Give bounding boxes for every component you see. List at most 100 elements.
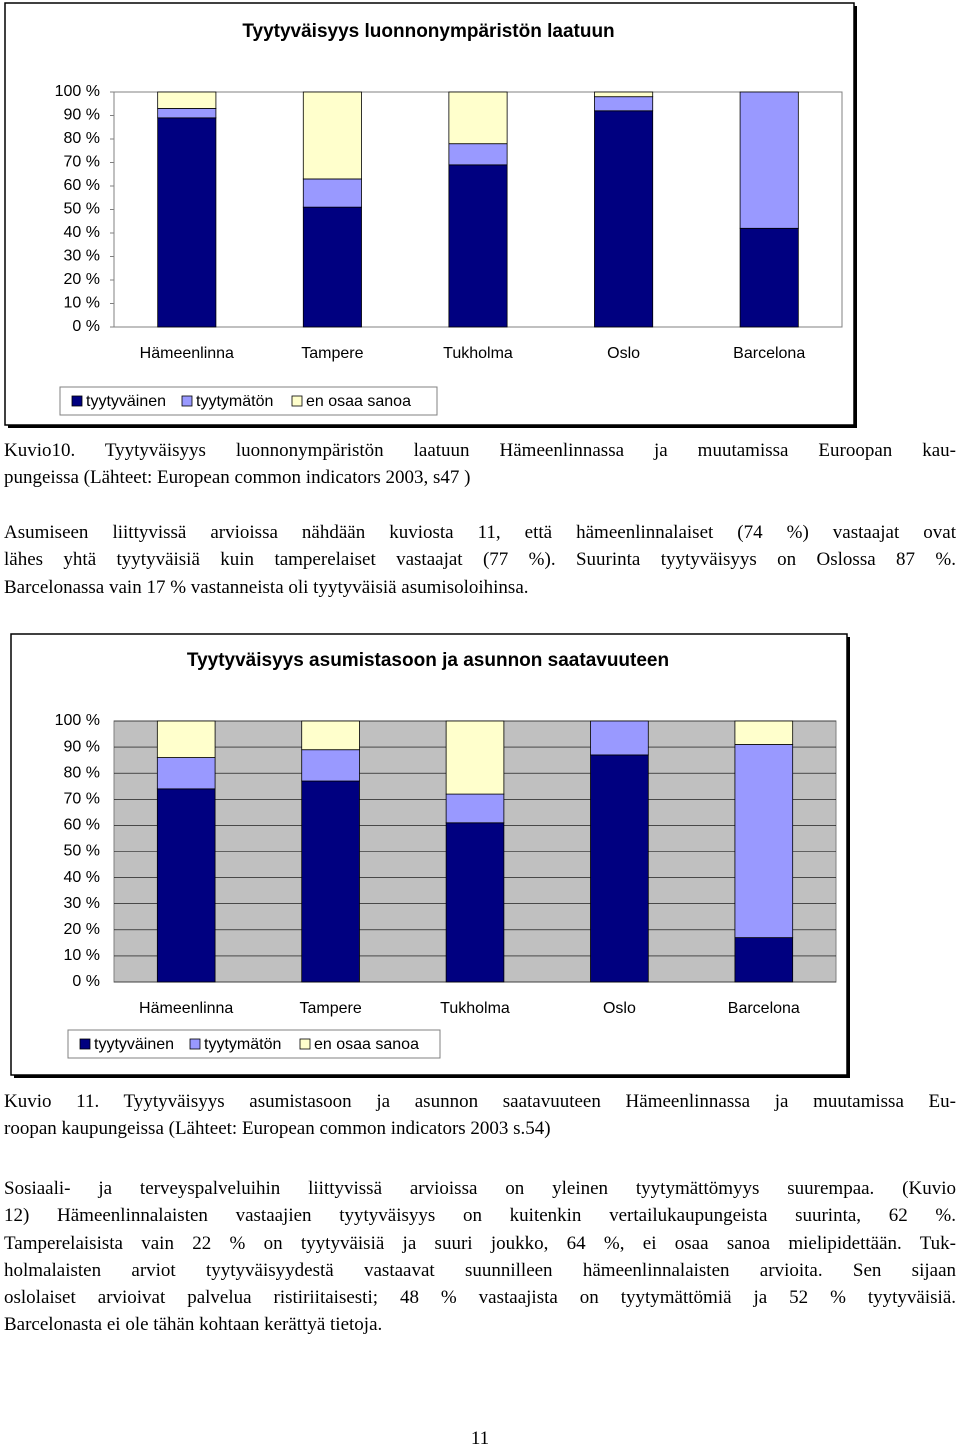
bar-segment	[734, 720, 794, 745]
bar-segment	[734, 744, 794, 939]
chart: Tyytyväisyys asumistasoon ja asunnon saa…	[10, 633, 850, 1078]
legend-label: en osaa sanoa	[314, 1036, 419, 1053]
y-tick-label: 70 %	[64, 154, 100, 171]
chart-shadow-r	[854, 6, 857, 428]
bar-segment	[448, 91, 508, 145]
y-tick-label: 30 %	[64, 895, 100, 912]
bar-segment	[302, 178, 362, 208]
text-line: lähes yhtä tyytyväisiä kuin tamperelaise…	[4, 549, 956, 571]
legend-box	[59, 386, 438, 416]
x-tick-label: Hämeenlinna	[139, 1000, 233, 1017]
legend-swatch	[291, 395, 303, 407]
legend-swatch	[79, 1038, 91, 1050]
y-tick-label: 0 %	[72, 318, 100, 335]
bar-segment	[301, 749, 360, 782]
y-tick-label: 10 %	[64, 295, 100, 312]
paragraph: Asumiseen liittyvissä arvioissa nähdään …	[4, 519, 956, 601]
x-tick-label: Barcelona	[728, 1000, 800, 1017]
x-tick-label: Tampere	[301, 345, 363, 362]
y-tick-label: 60 %	[64, 177, 100, 194]
y-tick-label: 20 %	[64, 271, 100, 288]
chart: Tyytyväisyys luonnonympäristön laatuun 0 …	[4, 2, 857, 428]
bar-segment	[301, 720, 360, 751]
bar-segment	[157, 91, 217, 109]
bar-segment	[594, 91, 654, 98]
bar-segment	[445, 793, 505, 824]
text-line: oslolaiset arvioivat palvelua ristiriita…	[4, 1287, 956, 1309]
legend-label: en osaa sanoa	[306, 393, 411, 410]
chart-title: Tyytyväisyys asumistasoon ja asunnon saa…	[187, 650, 669, 671]
bar-segment	[445, 720, 505, 795]
legend-swatch	[71, 395, 83, 407]
text-line: Barcelonassa vain 17 % vastanneista oli …	[4, 576, 529, 598]
legend-box	[67, 1029, 441, 1059]
bar-segment	[156, 757, 216, 790]
bar-segment	[448, 143, 508, 166]
paragraph: Kuvio 11. Tyytyväisyys asumistasoon ja a…	[4, 1088, 956, 1143]
text-line: Asumiseen liittyvissä arvioissa nähdään …	[4, 522, 956, 543]
bar-segment	[734, 937, 794, 983]
chart-shadow-b	[14, 1075, 850, 1078]
y-tick-label: 20 %	[64, 921, 100, 938]
x-tick-label: Tukholma	[443, 345, 513, 362]
chart-shadow-r	[847, 637, 850, 1078]
bar-segment	[302, 91, 362, 180]
bar-segment	[590, 754, 649, 983]
text-line: pungeissa (Lähteet: European common indi…	[4, 467, 471, 489]
y-tick-label: 10 %	[64, 947, 100, 964]
y-tick-label: 30 %	[64, 248, 100, 265]
legend-label: tyytyväinen	[94, 1036, 174, 1053]
y-tick-label: 80 %	[64, 130, 100, 147]
bar-segment	[157, 108, 217, 119]
bar-segment	[590, 720, 649, 756]
bar-segment	[156, 788, 216, 983]
text-line: Kuvio10. Tyytyväisyys luonnonympäristön …	[4, 440, 956, 461]
bar-segment	[301, 780, 360, 983]
y-tick-label: 100 %	[55, 712, 100, 729]
legend-swatch	[181, 395, 193, 407]
bar-segment	[594, 96, 654, 112]
x-tick-label: Oslo	[603, 1000, 636, 1017]
x-tick-label: Tampere	[299, 1000, 361, 1017]
bar-segment	[157, 117, 217, 328]
bar-segment	[448, 164, 508, 328]
bar-segment	[739, 91, 799, 229]
y-tick-label: 90 %	[64, 107, 100, 124]
text-line: holmalaisten arviot tyytyväisyydestä vas…	[4, 1259, 956, 1281]
x-tick-label: Hämeenlinna	[140, 345, 234, 362]
y-tick-label: 80 %	[64, 764, 100, 781]
y-tick-label: 90 %	[64, 738, 100, 755]
text-line: 12) Hämeenlinnalaisten vastaajien tyytyv…	[4, 1205, 956, 1227]
x-tick-label: Oslo	[607, 345, 640, 362]
text-line: Kuvio 11. Tyytyväisyys asumistasoon ja a…	[4, 1091, 956, 1112]
text-line: Barcelonasta ei ole tähän kohtaan kerätt…	[4, 1314, 383, 1336]
bar-segment	[156, 720, 216, 758]
chart-title: Tyytyväisyys luonnonympäristön laatuun	[242, 21, 614, 42]
page-number: 11	[470, 1428, 490, 1449]
legend-label: tyytymätön	[196, 393, 273, 410]
x-tick-label: Tukholma	[440, 1000, 510, 1017]
paragraph: Kuvio10. Tyytyväisyys luonnonympäristön …	[4, 437, 956, 492]
y-tick-label: 40 %	[64, 224, 100, 241]
y-tick-label: 50 %	[64, 201, 100, 218]
bar-segment	[739, 227, 799, 328]
y-tick-label: 70 %	[64, 791, 100, 808]
legend-label: tyytymätön	[204, 1036, 281, 1053]
x-tick-label: Barcelona	[733, 345, 805, 362]
y-tick-label: 100 %	[55, 83, 100, 100]
paragraph: Sosiaali- ja terveyspalveluihin liittyvi…	[4, 1175, 956, 1339]
bar-segment	[445, 822, 505, 983]
legend-swatch	[189, 1038, 201, 1050]
text-line: roopan kaupungeissa (Lähteet: European c…	[4, 1118, 551, 1140]
y-tick-label: 50 %	[64, 843, 100, 860]
text-line: Sosiaali- ja terveyspalveluihin liittyvi…	[4, 1178, 956, 1199]
y-tick-label: 60 %	[64, 817, 100, 834]
legend-label: tyytyväinen	[86, 393, 166, 410]
y-tick-label: 40 %	[64, 869, 100, 886]
bar-segment	[594, 110, 654, 328]
y-tick-label: 0 %	[72, 973, 100, 990]
chart-shadow-b	[8, 425, 857, 428]
text-line: Tamperelaisista vain 22 % on tyytyväisiä…	[4, 1232, 956, 1254]
bar-segment	[302, 206, 362, 328]
